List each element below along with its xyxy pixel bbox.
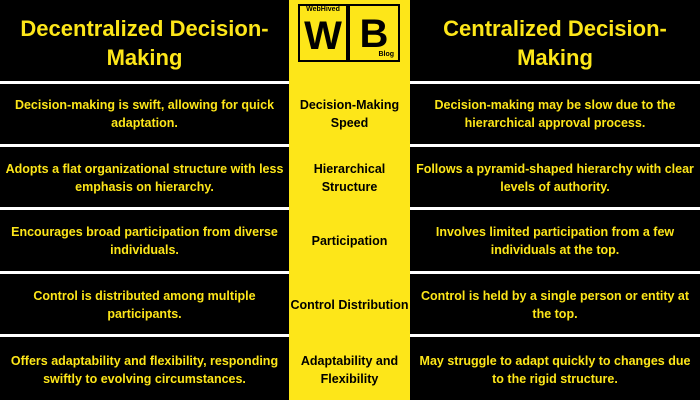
separator-line: [410, 334, 700, 337]
criterion-label: Participation: [311, 233, 388, 248]
decentralized-cell: Decision-making is swift, allowing for q…: [14, 98, 275, 130]
comparison-row-hierarchy: Adopts a flat organizational structure w…: [0, 149, 700, 206]
criterion-label: Adaptability and Flexibility: [300, 353, 399, 386]
criterion-label: Decision-Making Speed: [299, 98, 400, 130]
comparison-row-participation: Encourages broad participation from dive…: [0, 212, 700, 269]
separator-line: [0, 207, 289, 210]
separator-line: [0, 271, 289, 274]
separator-line: [410, 207, 700, 210]
logo-blog-label: Blog: [378, 51, 394, 58]
decentralized-heading: Decentralized Decision-Making: [20, 16, 269, 70]
separator-line: [410, 271, 700, 274]
decentralized-cell: Adopts a flat organizational structure w…: [5, 161, 284, 194]
centralized-cell: Follows a pyramid-shaped hierarchy with …: [416, 161, 694, 194]
logo-b-letter: B: [359, 12, 389, 56]
center-column-band: [289, 0, 410, 400]
centralized-cell: Control is held by a single person or en…: [420, 288, 690, 321]
decentralized-cell: Control is distributed among multiple pa…: [33, 288, 256, 321]
centralized-cell: May struggle to adapt quickly to changes…: [419, 353, 691, 386]
separator-line: [410, 144, 700, 147]
criterion-label: Control Distribution: [290, 297, 409, 312]
decentralized-cell: Offers adaptability and flexibility, res…: [10, 353, 279, 386]
separator-line: [0, 81, 289, 84]
separator-line: [410, 81, 700, 84]
criterion-label: Hierarchical Structure: [313, 161, 386, 194]
logo-w-letter: W: [304, 14, 342, 58]
webhived-blog-logo: WebHived W B Blog: [298, 4, 400, 62]
centralized-cell: Decision-making may be slow due to the h…: [434, 98, 676, 130]
logo-webhived-label: WebHived: [306, 6, 340, 13]
decentralized-cell: Encourages broad participation from dive…: [11, 224, 278, 257]
comparison-row-control: Control is distributed among multiple pa…: [0, 276, 700, 333]
comparison-row-adaptability: Offers adaptability and flexibility, res…: [0, 339, 700, 400]
centralized-cell: Involves limited participation from a fe…: [435, 224, 675, 257]
separator-line: [0, 144, 289, 147]
comparison-row-speed: Decision-making is swift, allowing for q…: [0, 86, 700, 142]
separator-line: [0, 334, 289, 337]
logo-w-block: WebHived W: [300, 6, 346, 60]
centralized-heading: Centralized Decision-Making: [443, 16, 667, 70]
logo-b-block: B Blog: [350, 6, 398, 60]
